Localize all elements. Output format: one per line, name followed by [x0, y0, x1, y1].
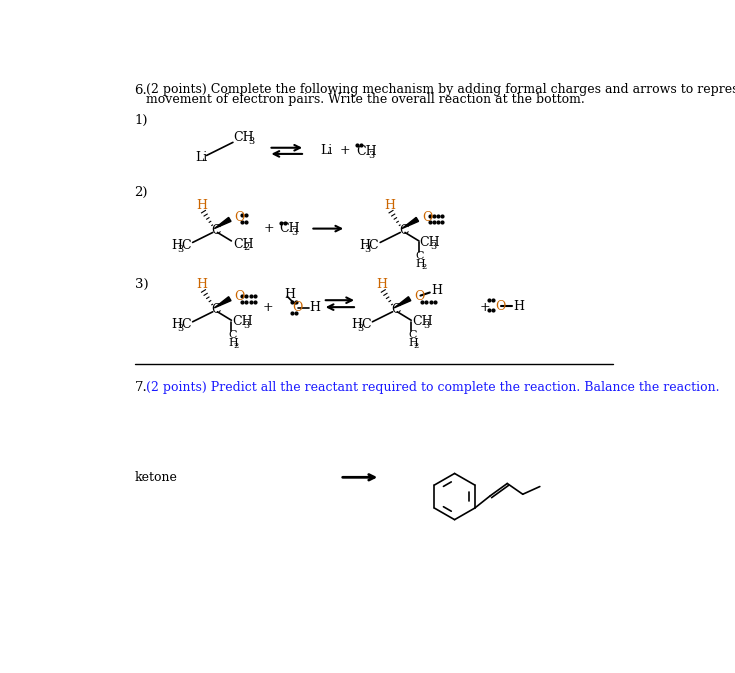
Text: C: C: [361, 318, 370, 331]
Text: CH: CH: [233, 238, 254, 250]
Text: 3: 3: [368, 151, 375, 160]
Text: H: H: [284, 288, 295, 302]
Text: 3: 3: [431, 242, 437, 251]
Polygon shape: [215, 297, 231, 308]
Text: O: O: [415, 290, 425, 303]
Polygon shape: [394, 297, 411, 308]
Text: Li: Li: [195, 151, 207, 164]
Text: ketone: ketone: [135, 471, 177, 484]
Text: O: O: [495, 300, 505, 313]
Text: O: O: [234, 211, 245, 223]
Text: H: H: [514, 300, 525, 313]
Text: C: C: [181, 318, 190, 331]
Text: 3: 3: [365, 245, 371, 254]
Text: H: H: [416, 259, 426, 269]
Text: (2 points) Complete the following mechanism by adding formal charges and arrows : (2 points) Complete the following mechan…: [146, 83, 735, 96]
Text: H: H: [359, 239, 370, 252]
Text: 3: 3: [243, 321, 249, 330]
Text: 3: 3: [177, 245, 183, 254]
Text: CH: CH: [234, 131, 254, 144]
Text: movement of electron pairs. Write the overall reaction at the bottom.: movement of electron pairs. Write the ov…: [146, 93, 585, 106]
Text: 3): 3): [135, 279, 148, 291]
Text: C: C: [391, 303, 401, 316]
Text: 3: 3: [291, 228, 297, 237]
Text: 7.: 7.: [135, 381, 147, 394]
Text: CH: CH: [279, 222, 300, 235]
Text: +: +: [262, 302, 273, 314]
Text: CH: CH: [412, 315, 433, 328]
Text: 3: 3: [423, 321, 429, 330]
Text: C: C: [408, 330, 417, 340]
Text: 3: 3: [248, 137, 254, 146]
Text: CH: CH: [356, 145, 377, 158]
Text: 2: 2: [414, 343, 419, 351]
Text: H: H: [172, 318, 183, 331]
Text: 2: 2: [244, 244, 250, 252]
Text: Li: Li: [320, 144, 333, 157]
Text: H: H: [408, 339, 417, 349]
Text: +: +: [340, 144, 351, 157]
Text: 1): 1): [135, 114, 148, 127]
Text: H: H: [376, 279, 387, 291]
Text: C: C: [181, 239, 190, 252]
Text: H: H: [229, 339, 238, 349]
Text: C: C: [229, 330, 237, 340]
Text: C: C: [211, 303, 220, 316]
Text: CH: CH: [232, 315, 253, 328]
Text: O: O: [292, 302, 302, 314]
Text: H: H: [431, 285, 442, 297]
Polygon shape: [215, 217, 231, 229]
Text: 3: 3: [357, 324, 363, 333]
Text: +: +: [264, 222, 275, 235]
Text: C: C: [399, 223, 409, 237]
Text: H: H: [196, 279, 207, 291]
Text: O: O: [422, 211, 432, 223]
Text: 2: 2: [234, 343, 239, 351]
Text: H: H: [351, 318, 362, 331]
Text: O: O: [234, 290, 245, 303]
Text: H: H: [309, 302, 320, 314]
Text: 2): 2): [135, 186, 148, 199]
Text: +: +: [479, 302, 490, 314]
Text: C: C: [368, 239, 379, 252]
Text: C: C: [416, 250, 424, 260]
Text: 3: 3: [177, 324, 183, 333]
Text: H: H: [196, 199, 207, 212]
Polygon shape: [402, 217, 418, 229]
Text: 6.: 6.: [135, 83, 147, 96]
Text: (2 points) Predict all the reactant required to complete the reaction. Balance t: (2 points) Predict all the reactant requ…: [146, 381, 720, 394]
Text: CH: CH: [420, 236, 440, 249]
Text: H: H: [384, 199, 395, 212]
Text: H: H: [172, 239, 183, 252]
Text: 2: 2: [421, 263, 426, 271]
Text: C: C: [211, 223, 220, 237]
